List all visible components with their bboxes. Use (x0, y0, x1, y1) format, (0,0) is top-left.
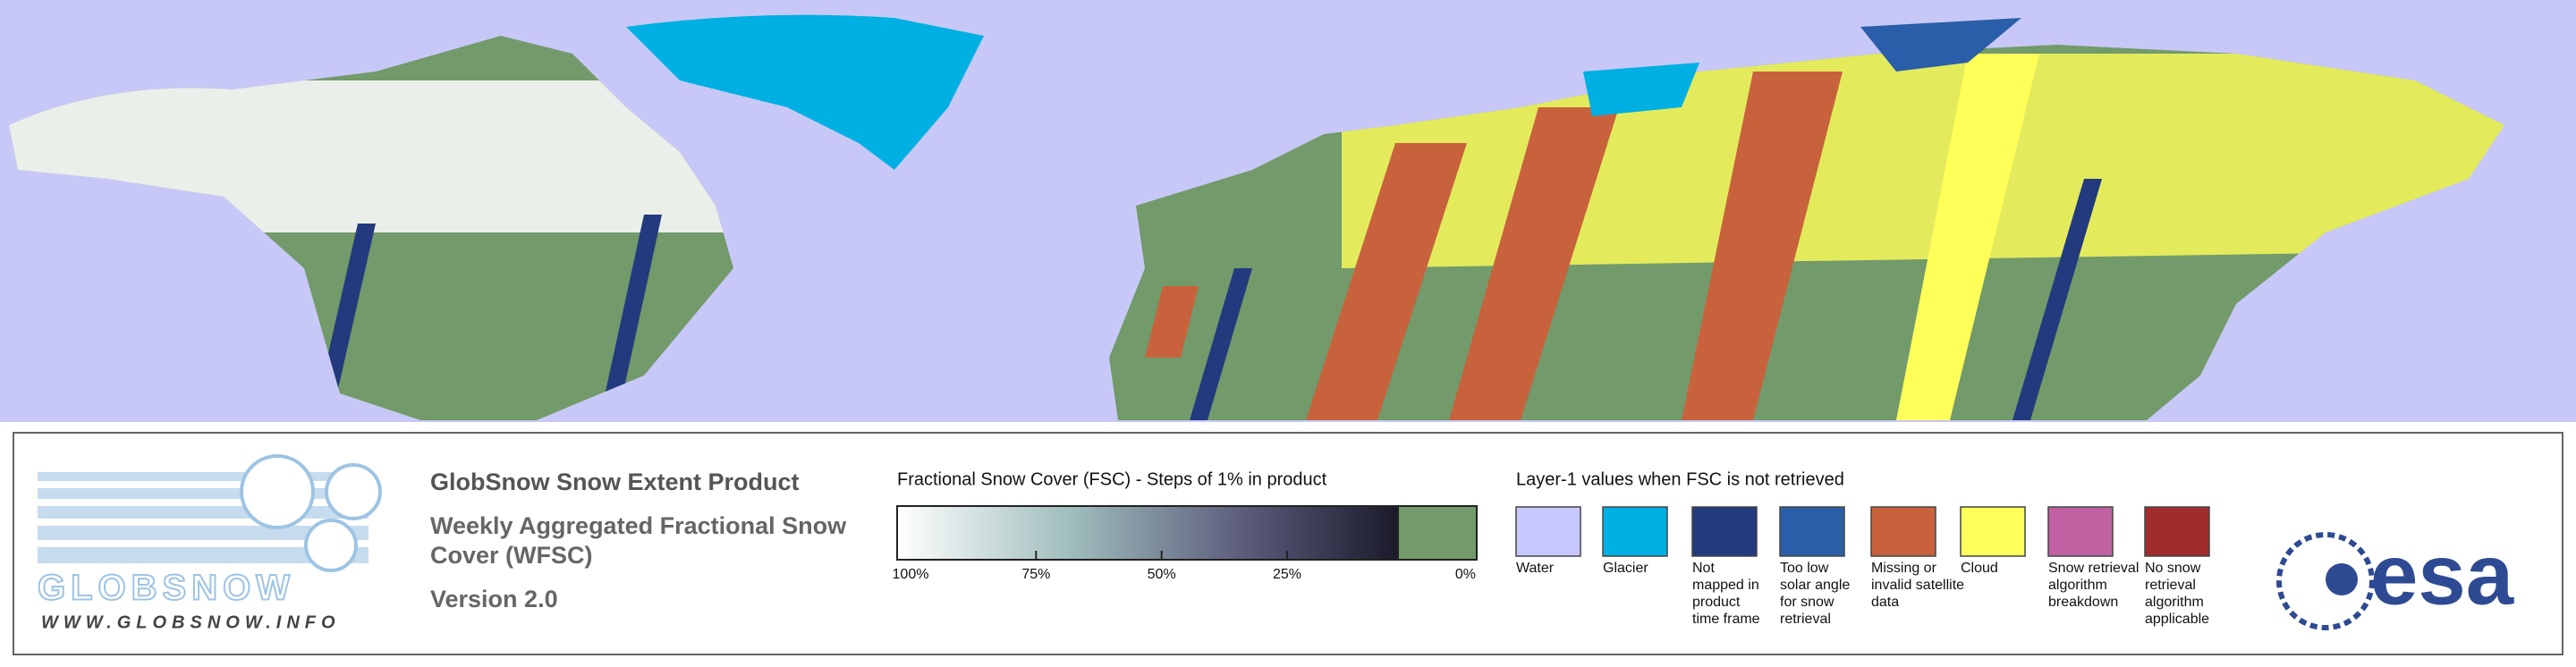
logo-bar (38, 547, 369, 563)
layer1-title: Layer-1 values when FSC is not retrieved (1516, 469, 1844, 489)
layer1-label: solar angle (1780, 578, 1850, 593)
fsc-zero (1397, 505, 1478, 561)
fsc-gradient (896, 505, 1399, 561)
layer1-label: product (1692, 595, 1741, 610)
esa-logo: esa (2276, 527, 2514, 630)
layer1-label: for snow (1780, 595, 1835, 610)
layer1-label: Missing or (1871, 561, 1937, 576)
layer1-swatch (1870, 506, 1936, 557)
layer1-label: mapped in (1692, 578, 1759, 593)
greenland (626, 14, 984, 170)
fsc-tick-label: 50% (1148, 567, 1176, 582)
fsc-tick-label: 25% (1273, 567, 1301, 582)
arctic-island (1583, 63, 1699, 116)
version: Version 2.0 (430, 586, 558, 612)
layer1-swatch (1515, 506, 1581, 557)
logo-bar (38, 488, 369, 499)
layer1-label: No snow (2145, 561, 2201, 576)
snowflake (240, 454, 315, 529)
fsc-tick-label: 0% (1455, 567, 1476, 582)
esa-emblem (2276, 532, 2375, 630)
layer1-label: algorithm (2145, 595, 2204, 610)
globsnow-logo: GLOBSNOW WWW.GLOBSNOW.INFO (37, 454, 382, 632)
layer1-label: invalid satellite (1871, 578, 1964, 593)
layer1-swatch (2144, 506, 2210, 557)
product-subtitle: Cover (WFSC) (430, 542, 593, 569)
layer1-swatch (1779, 506, 1845, 557)
layer1-legend: Water Glacier Not mapped in product time fram… (1515, 506, 2210, 627)
snowflake (304, 519, 358, 572)
layer1-label: Water (1516, 561, 1555, 576)
swath (1449, 107, 1619, 420)
swath (599, 215, 662, 420)
layer1-label: Too low (1780, 561, 1829, 576)
fsc-title: Fractional Snow Cover (FSC) - Steps of 1… (897, 469, 1327, 489)
product-subtitle: Weekly Aggregated Fractional Snow (430, 512, 847, 539)
layer1-label: breakdown (2048, 595, 2118, 610)
logo-url: WWW.GLOBSNOW.INFO (41, 612, 341, 632)
layer1-label: data (1871, 595, 1899, 610)
layer1-label: time frame (1692, 612, 1760, 627)
swath (1145, 286, 1199, 358)
logo-name: GLOBSNOW (38, 569, 295, 608)
swath (1306, 143, 1467, 420)
snowflake (325, 463, 382, 520)
product-title: GlobSnow Snow Extent Product (430, 469, 800, 495)
layer1-label: retrieval (2145, 578, 2196, 593)
swath (2012, 179, 2102, 420)
fsc-ticks: 100% 75% 50% 25% 0% (893, 551, 1476, 582)
layer1-label: retrieval (1780, 612, 1831, 627)
layer1-label: Cloud (1961, 561, 1998, 576)
logo-bar (38, 472, 369, 481)
logo-bar (38, 506, 369, 519)
layer1-label: Snow retrieval (2048, 561, 2139, 576)
layer1-label: Not (1692, 561, 1715, 576)
layer1-swatch (1691, 506, 1758, 557)
swath (1190, 268, 1252, 420)
layer1-swatch (2047, 506, 2114, 557)
fsc-tick-label: 100% (893, 567, 929, 582)
arctic-island (1860, 18, 2021, 72)
layer1-label: algorithm (2048, 578, 2107, 593)
layer1-swatch (1602, 506, 1668, 557)
swath (1682, 72, 1843, 420)
layer1-swatch (1960, 506, 2026, 557)
logo-bar (38, 526, 369, 540)
swath (1896, 54, 2039, 420)
layer1-label: applicable (2145, 612, 2209, 627)
fsc-tick-label: 75% (1021, 567, 1050, 582)
layer1-label: Glacier (1603, 561, 1648, 576)
esa-name: esa (2370, 527, 2514, 622)
esa-emblem (2326, 563, 2358, 595)
